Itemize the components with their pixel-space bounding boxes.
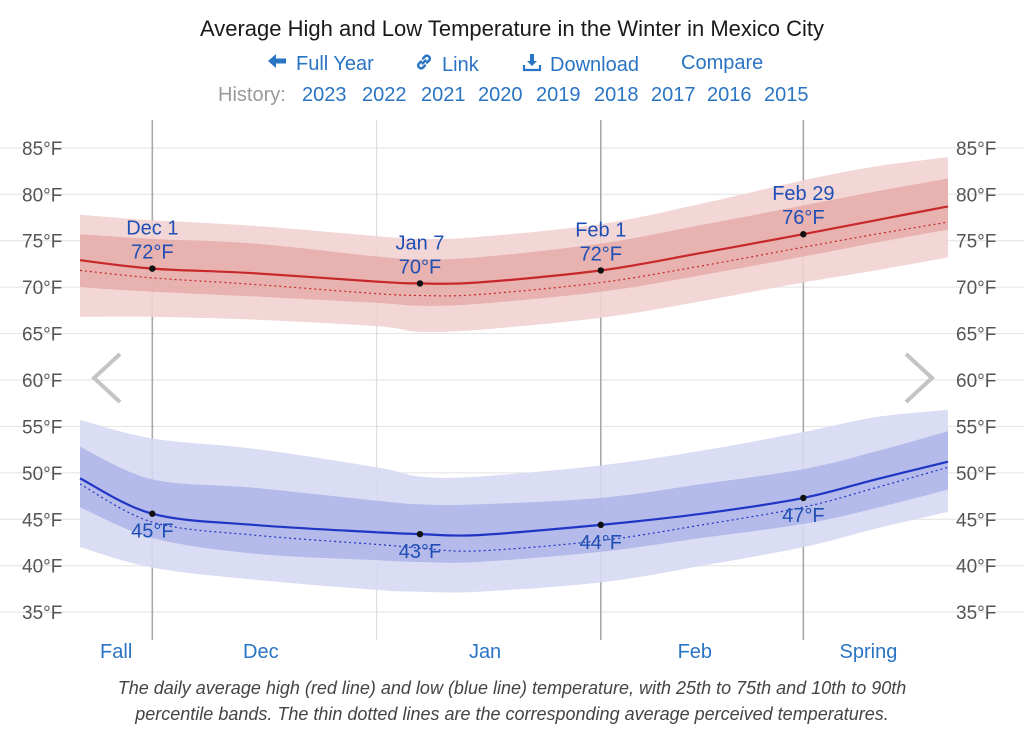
history-row: History: 2023 2022 2021 2020 2019 2018 2… bbox=[0, 84, 1024, 110]
compare-link[interactable]: Compare bbox=[681, 52, 763, 75]
y-tick-label-left: 65°F bbox=[22, 325, 62, 346]
link-link[interactable]: Link bbox=[414, 52, 479, 78]
chevron-left-icon bbox=[91, 352, 122, 404]
y-tick-label-left: 80°F bbox=[22, 185, 62, 206]
annotation-date-label: Dec 1 bbox=[126, 218, 178, 240]
high-p25-p75-band bbox=[80, 178, 948, 306]
y-tick-label-left: 70°F bbox=[22, 278, 62, 299]
annotation-dot bbox=[416, 280, 424, 287]
year-link[interactable]: 2018 bbox=[594, 84, 639, 106]
y-tick-label-right: 65°F bbox=[956, 325, 996, 346]
y-tick-label-left: 55°F bbox=[22, 417, 62, 438]
annotation-value-label: 43°F bbox=[399, 541, 441, 563]
annotation-value-label: 72°F bbox=[580, 243, 622, 265]
y-tick-label-left: 85°F bbox=[22, 139, 62, 160]
full-year-label: Full Year bbox=[296, 52, 374, 75]
arrow-left-icon bbox=[266, 52, 288, 76]
year-link[interactable]: 2022 bbox=[362, 84, 407, 106]
y-tick-label-right: 70°F bbox=[956, 278, 996, 299]
annotation-dot bbox=[800, 231, 807, 238]
y-tick-label-left: 75°F bbox=[22, 232, 62, 253]
annotation-dot bbox=[800, 494, 807, 502]
history-label: History: bbox=[218, 84, 286, 106]
nav-links: Full Year Link Download Compare bbox=[0, 52, 1024, 80]
low-temperature-line bbox=[79, 460, 949, 537]
annotation-value-label: 44°F bbox=[580, 532, 622, 554]
y-tick-label-right: 45°F bbox=[956, 510, 996, 531]
annotation-dot bbox=[597, 267, 604, 274]
y-tick-label-right: 35°F bbox=[956, 603, 996, 624]
link-icon bbox=[414, 52, 434, 78]
year-link[interactable]: 2015 bbox=[764, 84, 809, 106]
y-tick-label-right: 40°F bbox=[956, 557, 996, 578]
year-link[interactable]: 2019 bbox=[536, 84, 581, 106]
y-tick-label-left: 50°F bbox=[22, 464, 62, 485]
y-tick-label-right: 85°F bbox=[956, 139, 996, 160]
full-year-link[interactable]: Full Year bbox=[266, 52, 374, 76]
y-tick-label-right: 55°F bbox=[956, 417, 996, 438]
annotation-value-label: 47°F bbox=[782, 505, 824, 527]
year-link[interactable]: 2020 bbox=[478, 84, 523, 106]
link-label: Link bbox=[442, 53, 479, 76]
annotation-value-label: 45°F bbox=[131, 521, 173, 543]
annotation-dot bbox=[416, 530, 424, 538]
annotation-date-label: Jan 7 bbox=[395, 232, 444, 254]
low-p25-p75-band bbox=[80, 431, 948, 563]
y-tick-label-left: 35°F bbox=[22, 603, 62, 624]
x-axis-label: Spring bbox=[840, 641, 898, 663]
annotation-date-label: Feb 29 bbox=[772, 183, 834, 205]
next-season-button[interactable] bbox=[900, 350, 940, 406]
year-link[interactable]: 2021 bbox=[421, 84, 466, 106]
low-perceived-line bbox=[79, 466, 949, 552]
annotation-value-label: 72°F bbox=[131, 242, 173, 264]
annotation-dot bbox=[149, 510, 156, 517]
y-tick-label-right: 50°F bbox=[956, 464, 996, 485]
x-axis-label: Jan bbox=[469, 641, 501, 663]
annotation-date-label: Feb 1 bbox=[575, 219, 626, 241]
x-axis-label: Dec bbox=[243, 641, 279, 663]
y-tick-label-left: 40°F bbox=[22, 557, 62, 578]
annotation-value-label: 76°F bbox=[782, 207, 824, 229]
y-tick-label-right: 60°F bbox=[956, 371, 996, 392]
caption-line: The daily average high (red line) and lo… bbox=[117, 678, 907, 698]
year-link[interactable]: 2017 bbox=[651, 84, 696, 106]
annotation-value-label: 70°F bbox=[399, 256, 441, 278]
compare-label: Compare bbox=[681, 52, 764, 74]
chevron-right-icon bbox=[904, 352, 935, 404]
x-axis-label: Feb bbox=[678, 641, 712, 663]
y-tick-label-left: 60°F bbox=[22, 371, 62, 392]
y-tick-label-left: 45°F bbox=[22, 510, 62, 531]
download-link[interactable]: Download bbox=[522, 52, 639, 78]
caption-line: percentile bands. The thin dotted lines … bbox=[135, 704, 889, 724]
download-label: Download bbox=[550, 53, 639, 76]
year-link[interactable]: 2023 bbox=[302, 84, 347, 106]
prev-season-button[interactable] bbox=[86, 350, 126, 406]
chart-title: Average High and Low Temperature in the … bbox=[199, 16, 825, 41]
annotation-dot bbox=[597, 521, 604, 529]
y-tick-label-right: 75°F bbox=[956, 232, 996, 253]
y-tick-label-right: 80°F bbox=[956, 185, 996, 206]
x-axis-label: Fall bbox=[100, 641, 132, 663]
high-temperature-line bbox=[79, 205, 949, 285]
year-link[interactable]: 2016 bbox=[707, 84, 752, 106]
annotation-dot bbox=[149, 265, 156, 272]
download-icon bbox=[522, 52, 542, 78]
